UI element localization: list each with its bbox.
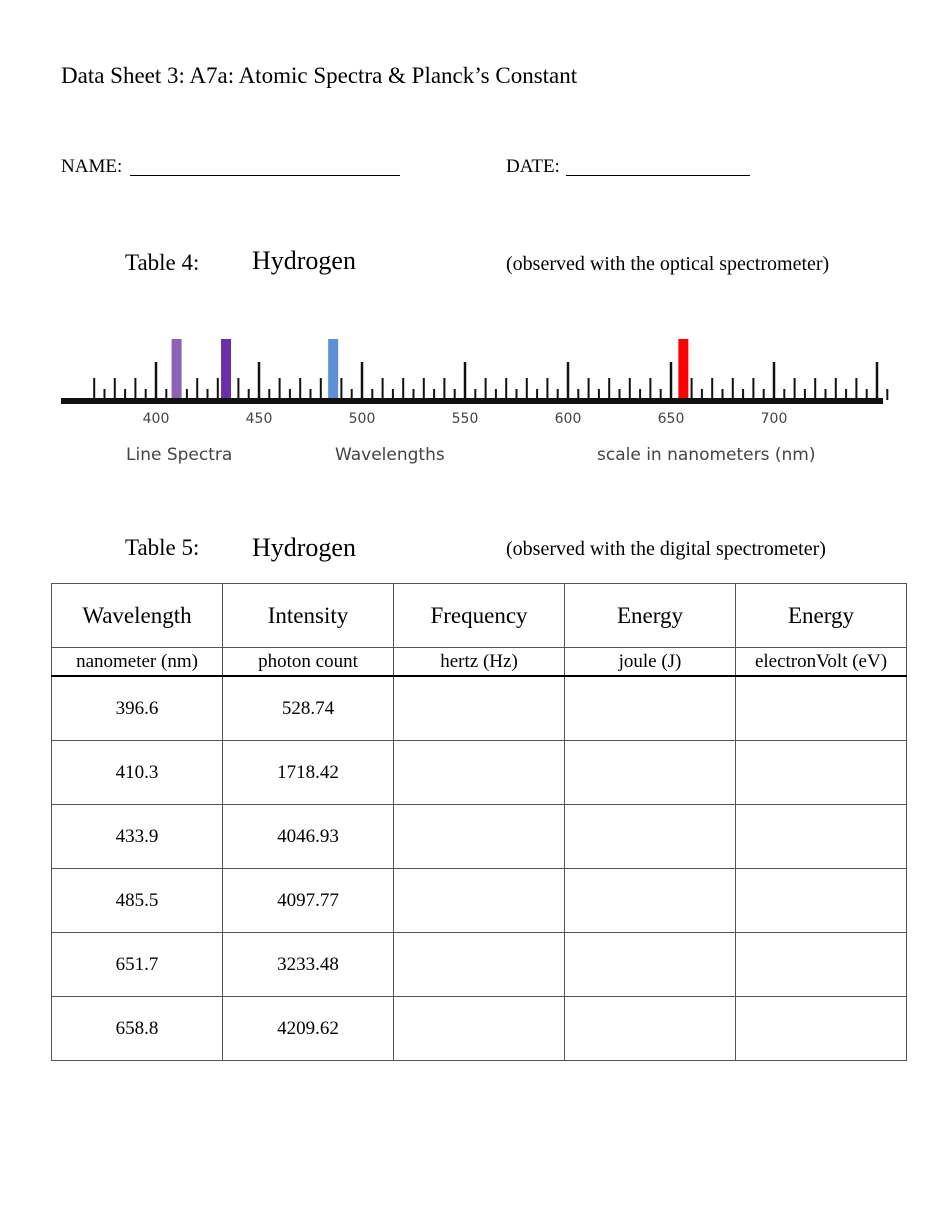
answer-cell[interactable] [564, 740, 736, 805]
date-label: DATE: [506, 156, 560, 177]
unit-intensity: photon count [222, 647, 394, 677]
header-wavelength: Wavelength [51, 583, 223, 648]
unit-energy-ev: electronVolt (eV) [735, 647, 907, 677]
table5-note: (observed with the digital spectrometer) [506, 538, 826, 560]
spectrum-caption: Line Spectra [126, 445, 232, 465]
data-cell: 658.8 [51, 996, 223, 1061]
table4-label: Table 4: [125, 250, 200, 275]
data-cell: 528.74 [222, 675, 394, 741]
answer-cell[interactable] [735, 868, 907, 933]
answer-cell[interactable] [393, 804, 565, 869]
spectral-line [328, 339, 339, 398]
answer-cell[interactable] [393, 675, 565, 741]
hydrogen-data-table: Wavelength Intensity Frequency Energy En… [51, 583, 907, 1061]
tick-label: 500 [349, 411, 376, 427]
spectral-line [171, 339, 182, 398]
table-header-row: Wavelength Intensity Frequency Energy En… [51, 583, 907, 648]
header-intensity: Intensity [222, 583, 394, 648]
table-row: 396.6 528.74 [51, 675, 907, 741]
spectrum-caption: Wavelengths [335, 445, 445, 465]
data-cell: 4097.77 [222, 868, 394, 933]
page-title: Data Sheet 3: A7a: Atomic Spectra & Plan… [61, 63, 578, 88]
answer-cell[interactable] [564, 932, 736, 997]
table-units-row: nanometer (nm) photon count hertz (Hz) j… [51, 647, 907, 677]
name-field[interactable] [130, 175, 400, 176]
header-energy-joule: Energy [564, 583, 736, 648]
date-field[interactable] [566, 175, 750, 176]
data-cell: 4209.62 [222, 996, 394, 1061]
answer-cell[interactable] [735, 932, 907, 997]
line-spectrum-figure: 400 450 500 550 600 650 700 Line Spectra Wavele… [61, 339, 889, 465]
header-energy-ev: Energy [735, 583, 907, 648]
answer-cell[interactable] [735, 675, 907, 741]
spectral-line [678, 339, 689, 398]
data-cell: 1718.42 [222, 740, 394, 805]
tick-label: 650 [658, 411, 685, 427]
answer-cell[interactable] [393, 740, 565, 805]
answer-cell[interactable] [393, 996, 565, 1061]
unit-frequency: hertz (Hz) [393, 647, 565, 677]
unit-wavelength: nanometer (nm) [51, 647, 223, 677]
table5-element: Hydrogen [252, 533, 356, 562]
tick-label: 700 [761, 411, 788, 427]
table-row: 410.3 1718.42 [51, 740, 907, 805]
answer-cell[interactable] [564, 804, 736, 869]
table4-note: (observed with the optical spectrometer) [506, 253, 830, 275]
data-cell: 651.7 [51, 932, 223, 997]
data-cell: 4046.93 [222, 804, 394, 869]
answer-cell[interactable] [393, 868, 565, 933]
scale-axis [61, 398, 883, 404]
answer-cell[interactable] [735, 804, 907, 869]
answer-cell[interactable] [564, 675, 736, 741]
answer-cell[interactable] [735, 996, 907, 1061]
answer-cell[interactable] [735, 740, 907, 805]
tick-label: 600 [555, 411, 582, 427]
data-cell: 485.5 [51, 868, 223, 933]
spectral-line [221, 339, 232, 398]
answer-cell[interactable] [564, 996, 736, 1061]
table-row: 433.9 4046.93 [51, 804, 907, 869]
data-cell: 3233.48 [222, 932, 394, 997]
tick-label: 550 [452, 411, 479, 427]
table4-element: Hydrogen [252, 246, 356, 275]
answer-cell[interactable] [393, 932, 565, 997]
spectrum-caption: scale in nanometers (nm) [597, 445, 815, 465]
name-label: NAME: [61, 156, 123, 177]
table-row: 485.5 4097.77 [51, 868, 907, 933]
tick-label: 400 [143, 411, 170, 427]
tick-label: 450 [246, 411, 273, 427]
data-cell: 396.6 [51, 675, 223, 741]
data-cell: 433.9 [51, 804, 223, 869]
answer-cell[interactable] [564, 868, 736, 933]
table-row: 651.7 3233.48 [51, 932, 907, 997]
data-cell: 410.3 [51, 740, 223, 805]
table-row: 658.8 4209.62 [51, 996, 907, 1061]
header-frequency: Frequency [393, 583, 565, 648]
table5-label: Table 5: [125, 535, 200, 560]
unit-energy-joule: joule (J) [564, 647, 736, 677]
